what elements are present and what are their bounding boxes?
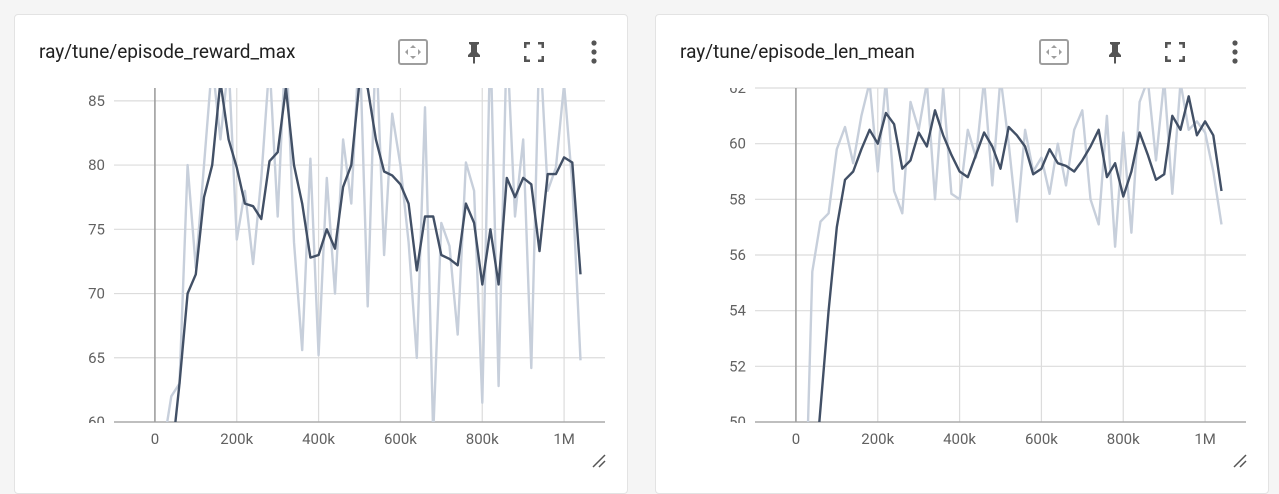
page: {"chart_data": [ {"type": "line", "title… <box>14 14 1269 494</box>
chart: 50 52 54 56 58 60 62 0 200k 400k 600k 800k 1M <box>729 79 1247 468</box>
y-tick-label: 75 <box>88 220 105 238</box>
y-tick-label: 80 <box>88 156 105 174</box>
resize-icon <box>592 454 606 468</box>
y-tick-label: 50 <box>729 413 746 431</box>
y-tick-label: 58 <box>729 190 746 208</box>
x-tick-label: 800k <box>1107 430 1140 448</box>
y-tick-label: 85 <box>88 92 105 110</box>
x-tick-label: 200k <box>861 430 894 448</box>
y-tick-label: 60 <box>88 413 105 431</box>
data-line <box>818 95 1223 422</box>
x-tick-label: 1M <box>553 430 575 448</box>
plot-area <box>165 88 582 422</box>
x-tick-label: 200k <box>220 430 253 448</box>
more-menu-button[interactable] <box>1219 37 1251 67</box>
x-tick-label: 800k <box>466 430 499 448</box>
card-title: ray/tune/episode_reward_max <box>39 40 296 63</box>
data-line <box>165 88 582 422</box>
y-tick-label: 62 <box>729 79 746 97</box>
y-tick-labels: 60 65 70 75 80 85 <box>88 92 105 431</box>
data-line <box>806 88 1223 422</box>
y-tick-label: 56 <box>729 246 746 264</box>
y-tick-label: 70 <box>88 285 105 303</box>
x-tick-label: 400k <box>302 430 335 448</box>
data-line <box>174 88 582 422</box>
y-tick-label: 65 <box>88 349 105 367</box>
pin-button[interactable] <box>1099 37 1131 67</box>
x-tick-label: 0 <box>792 430 800 448</box>
y-tick-label: 60 <box>729 135 746 153</box>
y-tick-labels: 50 52 54 56 58 60 62 <box>729 79 746 431</box>
y-tick-label: 54 <box>729 302 746 320</box>
chart-card: ray/tune/episode_reward_max 60 65 70 75 80 85 0… <box>14 14 628 494</box>
card-title: ray/tune/episode_len_mean <box>680 40 915 63</box>
more-menu-button[interactable] <box>578 37 610 67</box>
fullscreen-button[interactable] <box>518 37 550 67</box>
resize-icon <box>1233 454 1247 468</box>
chart: 60 65 70 75 80 85 0 200k 400k 600k 800k 1M <box>88 88 606 468</box>
resize-handle[interactable] <box>1233 454 1247 468</box>
x-tick-label: 600k <box>1025 430 1058 448</box>
y-tick-label: 52 <box>729 357 746 375</box>
pin-button[interactable] <box>458 37 490 67</box>
resize-handle[interactable] <box>592 454 606 468</box>
x-tick-label: 400k <box>943 430 976 448</box>
x-tick-label: 600k <box>384 430 417 448</box>
fullscreen-button[interactable] <box>1159 37 1191 67</box>
fit-domain-button[interactable] <box>397 37 429 67</box>
chart-card: ray/tune/episode_len_mean 50 52 54 56 58 60 62 0… <box>655 14 1269 494</box>
x-tick-label: 1M <box>1194 430 1216 448</box>
fit-domain-button[interactable] <box>1038 37 1070 67</box>
x-tick-label: 0 <box>151 430 159 448</box>
plot-area <box>806 88 1223 422</box>
